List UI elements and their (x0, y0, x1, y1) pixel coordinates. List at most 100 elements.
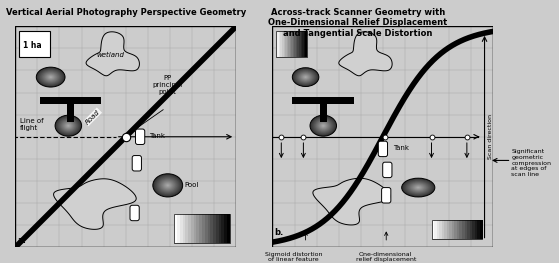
Ellipse shape (63, 121, 74, 130)
Ellipse shape (311, 116, 335, 135)
Bar (291, 31, 293, 57)
Bar (320, 104, 327, 122)
Bar (227, 214, 230, 243)
Bar (288, 31, 290, 57)
Ellipse shape (415, 186, 421, 189)
Bar (475, 220, 477, 240)
Bar (276, 31, 307, 57)
Ellipse shape (408, 182, 428, 193)
Text: Road: Road (84, 108, 101, 125)
Bar (444, 220, 447, 240)
Bar (480, 220, 482, 240)
Ellipse shape (295, 69, 317, 85)
FancyBboxPatch shape (378, 141, 387, 157)
Ellipse shape (312, 117, 334, 135)
Ellipse shape (303, 75, 308, 79)
Ellipse shape (316, 120, 330, 131)
Bar (290, 31, 291, 57)
Ellipse shape (37, 68, 64, 87)
Ellipse shape (296, 70, 315, 84)
Ellipse shape (46, 74, 55, 80)
Bar (296, 31, 297, 57)
Ellipse shape (162, 181, 174, 190)
Ellipse shape (155, 175, 181, 195)
Ellipse shape (42, 71, 59, 83)
Ellipse shape (49, 76, 52, 78)
Ellipse shape (49, 76, 53, 79)
Bar (205, 214, 208, 243)
Bar (282, 31, 284, 57)
Bar (305, 31, 307, 57)
Ellipse shape (44, 73, 57, 82)
Ellipse shape (67, 125, 70, 127)
Bar (432, 220, 434, 240)
Ellipse shape (45, 73, 56, 81)
Text: Pool: Pool (184, 182, 198, 188)
Text: Tank: Tank (393, 145, 409, 151)
Bar (454, 220, 457, 240)
FancyBboxPatch shape (135, 129, 145, 144)
Bar (304, 31, 305, 57)
Ellipse shape (56, 116, 81, 136)
Ellipse shape (410, 183, 427, 192)
Bar (452, 220, 454, 240)
Bar (287, 31, 288, 57)
Ellipse shape (59, 118, 78, 133)
Ellipse shape (315, 119, 332, 133)
Bar (470, 220, 472, 240)
Ellipse shape (165, 184, 170, 187)
Bar (299, 31, 301, 57)
Bar (207, 214, 211, 243)
Ellipse shape (43, 72, 59, 83)
Ellipse shape (163, 182, 172, 189)
Text: Significant
geometric
compression
at edges of
scan line: Significant geometric compression at edg… (511, 149, 552, 177)
Ellipse shape (154, 174, 182, 196)
Ellipse shape (166, 184, 169, 186)
Ellipse shape (321, 124, 325, 127)
Text: Sigmoid distortion
of linear feature: Sigmoid distortion of linear feature (265, 252, 322, 262)
Ellipse shape (44, 72, 58, 82)
Ellipse shape (292, 68, 319, 87)
Bar (279, 31, 281, 57)
Ellipse shape (319, 123, 327, 129)
Bar (437, 220, 439, 240)
Ellipse shape (67, 124, 70, 127)
Ellipse shape (50, 77, 51, 78)
Ellipse shape (304, 76, 307, 78)
Bar (281, 31, 282, 57)
Bar (174, 214, 177, 243)
Bar (295, 31, 296, 57)
Bar (449, 220, 452, 240)
Ellipse shape (158, 178, 177, 193)
Ellipse shape (60, 119, 76, 132)
Ellipse shape (48, 75, 54, 79)
Ellipse shape (416, 186, 421, 189)
Bar (302, 31, 304, 57)
Ellipse shape (58, 117, 79, 134)
Ellipse shape (163, 181, 173, 189)
Text: b.: b. (274, 227, 284, 237)
Bar (477, 220, 480, 240)
Ellipse shape (153, 174, 183, 197)
Ellipse shape (156, 176, 179, 195)
Text: a.: a. (17, 236, 26, 245)
Bar (221, 214, 224, 243)
Ellipse shape (402, 179, 434, 196)
Ellipse shape (411, 183, 426, 192)
Bar (293, 31, 295, 57)
Ellipse shape (305, 77, 306, 78)
Bar (285, 31, 287, 57)
Ellipse shape (41, 71, 60, 84)
Ellipse shape (402, 178, 435, 197)
Ellipse shape (315, 119, 331, 132)
Ellipse shape (319, 122, 328, 129)
Ellipse shape (56, 116, 80, 135)
Bar (224, 214, 227, 243)
Bar (447, 220, 449, 240)
Text: PP
principal
point: PP principal point (153, 75, 183, 95)
Polygon shape (339, 32, 392, 76)
Bar (196, 214, 200, 243)
Bar (465, 220, 467, 240)
Text: Vertical Aerial Photography Perspective Geometry: Vertical Aerial Photography Perspective … (6, 8, 246, 17)
Ellipse shape (408, 181, 429, 194)
